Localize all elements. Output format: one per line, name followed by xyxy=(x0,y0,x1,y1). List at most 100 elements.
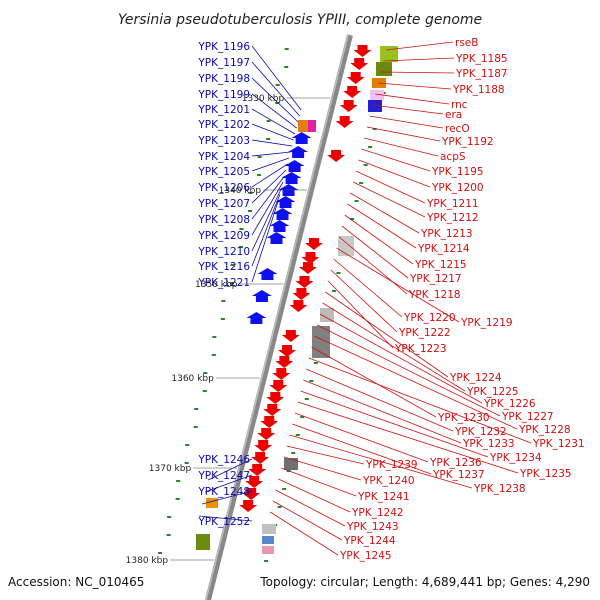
plus-gene-label: rnc xyxy=(451,99,468,111)
plus-gene xyxy=(269,380,288,392)
tick-mark xyxy=(266,120,271,122)
plus-gene-label: YPK_1230 xyxy=(437,412,490,424)
plus-leader-line xyxy=(308,357,532,444)
plus-gene xyxy=(278,345,297,357)
minus-gene-label: YPK_1207 xyxy=(197,198,250,210)
plus-leader-line xyxy=(289,434,473,489)
plus-gene xyxy=(339,100,358,112)
plus-gene xyxy=(353,45,372,57)
minus-gene xyxy=(246,312,267,324)
genome-title: Yersinia pseudotuberculosis YPIII, compl… xyxy=(118,12,482,28)
tick-mark xyxy=(275,84,280,86)
minus-leader-line xyxy=(251,123,294,141)
plus-leader-line xyxy=(286,445,365,465)
plus-gene xyxy=(295,276,314,288)
plus-gene-label: rseB xyxy=(455,37,478,49)
tick-mark xyxy=(331,290,336,292)
minus-leader-line xyxy=(251,157,290,172)
plus-gene-label: YPK_1223 xyxy=(394,343,447,355)
plus-leader-line xyxy=(341,225,409,279)
minus-gene-label: YPK_1201 xyxy=(197,104,250,116)
plus-gene-label: YPK_1219 xyxy=(460,317,513,329)
plus-gene xyxy=(272,368,291,380)
plus-leader-line xyxy=(281,467,357,497)
tick-mark xyxy=(368,146,373,148)
plus-leader-line xyxy=(372,104,444,115)
plus-leader-line xyxy=(297,401,519,474)
gene-block xyxy=(196,534,210,550)
minus-gene xyxy=(272,208,293,220)
tick-mark xyxy=(257,156,262,158)
plus-gene-label: YPK_1192 xyxy=(441,136,494,148)
plus-leader-line xyxy=(344,214,414,265)
minus-gene-label: YPK_1204 xyxy=(197,151,250,163)
gene-block xyxy=(262,524,276,534)
plus-gene xyxy=(298,262,317,274)
minus-leader-line xyxy=(251,175,285,220)
minus-gene-label: YPK_1216 xyxy=(197,261,250,273)
plus-gene-label: YPK_1220 xyxy=(403,312,456,324)
tick-mark xyxy=(350,218,355,220)
minus-gene xyxy=(257,268,278,280)
plus-gene-label: YPK_1224 xyxy=(449,372,502,384)
plus-leader-line xyxy=(319,313,483,404)
minus-gene xyxy=(251,290,272,302)
plus-leader-line xyxy=(383,57,455,62)
tick-mark xyxy=(211,354,216,356)
tick-mark xyxy=(300,416,305,418)
minus-gene-label: YPK_1203 xyxy=(197,135,250,147)
plus-gene-label: recO xyxy=(445,123,470,135)
plus-gene-label: YPK_1185 xyxy=(455,53,508,65)
plus-leader-line xyxy=(380,71,455,74)
plus-gene xyxy=(343,86,362,98)
plus-gene-label: YPK_1195 xyxy=(431,166,484,178)
tick-mark xyxy=(304,398,309,400)
tick-mark xyxy=(336,272,341,274)
plus-leader-line xyxy=(278,478,351,513)
plus-gene xyxy=(327,150,346,162)
plus-gene-label: YPK_1241 xyxy=(357,491,410,503)
plus-gene-label: YPK_1233 xyxy=(462,438,515,450)
tick-mark xyxy=(284,48,289,50)
plus-gene-label: YPK_1213 xyxy=(420,228,473,240)
plus-gene-label: YPK_1236 xyxy=(429,457,482,469)
tick-mark xyxy=(221,300,226,302)
plus-leader-line xyxy=(366,126,441,142)
minus-gene xyxy=(284,160,305,172)
minus-leader-line xyxy=(251,45,302,111)
minus-gene-label: YPK_1202 xyxy=(197,119,250,131)
minus-gene-label: YPK_1247 xyxy=(197,470,250,482)
plus-gene xyxy=(266,392,285,404)
plus-gene xyxy=(346,72,365,84)
gene-block xyxy=(308,120,316,132)
tick-mark xyxy=(291,452,296,454)
plus-gene-label: YPK_1234 xyxy=(489,452,542,464)
plus-gene-label: YPK_1215 xyxy=(414,259,467,271)
plus-leader-line xyxy=(358,159,431,188)
minus-leader-line xyxy=(251,93,297,129)
gene-block xyxy=(284,458,298,470)
plus-gene-label: YPK_1222 xyxy=(398,327,451,339)
plus-leader-line xyxy=(303,379,462,444)
plus-leader-line xyxy=(386,41,454,51)
plus-gene-label: YPK_1239 xyxy=(365,459,418,471)
plus-gene xyxy=(245,476,264,488)
gene-block xyxy=(376,62,392,76)
kbp-mark-label: 1360 kbp xyxy=(171,374,214,384)
plus-gene-label: YPK_1226 xyxy=(483,398,536,410)
plus-gene-label: era xyxy=(445,109,462,121)
tick-mark xyxy=(359,182,364,184)
plus-leader-line xyxy=(305,368,454,432)
minus-leader-line xyxy=(251,169,287,204)
plus-gene-label: YPK_1217 xyxy=(409,273,462,285)
plus-leader-line xyxy=(369,115,444,129)
minus-gene-label: YPK_1198 xyxy=(197,73,250,85)
plus-gene xyxy=(251,452,270,464)
minus-gene-label: YPK_1197 xyxy=(197,57,250,69)
plus-leader-line xyxy=(336,247,460,323)
plus-leader-line xyxy=(292,423,432,475)
tick-mark xyxy=(354,200,359,202)
tick-mark xyxy=(193,426,198,428)
gene-block xyxy=(262,536,274,544)
minus-leader-line xyxy=(251,108,296,135)
